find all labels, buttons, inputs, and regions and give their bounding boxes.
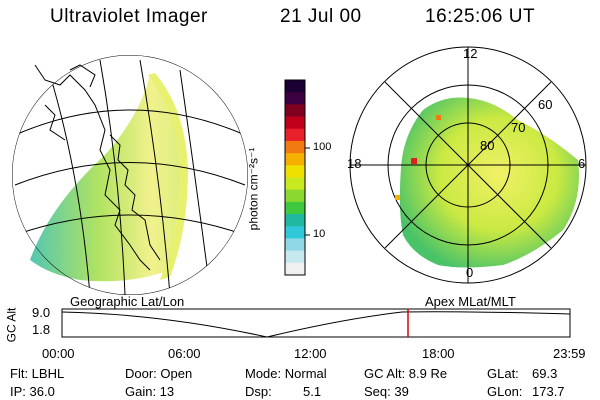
mlt-label-6: 6 [578,156,586,171]
colorbar-tick-10: 10 [313,228,326,240]
colorbar-tick-100: 100 [313,141,332,153]
mode-info: Mode: Normal [245,366,327,381]
x-tick-0600: 06:00 [168,346,201,361]
dsp-label: Dsp: [245,384,272,399]
colorbar-stripe [285,80,305,93]
colorbar-stripe [285,140,305,154]
door-info: Door: Open [125,366,193,381]
gain-info: Gain: 13 [125,384,175,399]
colorbar-stripe [285,116,305,130]
aurora-glow [30,75,183,282]
timeline-y-tick-9: 9.0 [32,305,51,320]
lat-label-80: 80 [480,138,495,153]
x-tick-0000: 00:00 [42,346,75,361]
glat-label: GLat: [487,366,519,381]
colorbar-stripe [285,238,305,252]
colorbar-stripe [285,201,305,215]
color-scale-bar [284,79,310,276]
colorbar-stripe [285,177,305,191]
glon-label: GLon: [487,384,523,399]
timeline-y-tick-1-8: 1.8 [32,322,51,337]
timeline-right-caption: Apex MLat/MLT [425,294,516,309]
x-tick-1200: 12:00 [294,346,327,361]
colorbar-stripe [285,189,305,203]
filter-info: Flt: LBHL [10,366,65,381]
geographic-image [12,55,248,295]
x-tick-1800: 18:00 [422,346,455,361]
lat-label-60: 60 [538,97,553,112]
colorbar-unit-label: photon cm⁻²s⁻¹ [246,147,261,231]
time-label: 16:25:06 UT [425,6,536,27]
mlt-label-12: 12 [463,46,478,61]
dsp-value: 5.1 [303,384,322,399]
lat-label-70: 70 [511,120,526,135]
altitude-curve [61,311,571,338]
colorbar-stripe [285,214,305,227]
colorbar-stripe [285,92,305,105]
aurora-arc [148,73,188,280]
instrument-title: Ultraviolet Imager [50,6,208,27]
x-tick-2359: 23:59 [553,346,586,361]
timeline-left-caption: Geographic Lat/Lon [70,294,185,309]
colorbar-stripe [285,128,305,142]
colorbar-stripe [285,226,305,239]
date-label: 21 Jul 00 [280,6,362,27]
mlt-label-18: 18 [347,156,362,171]
colorbar-stripe [285,250,305,264]
glat-value: 69.3 [532,366,558,381]
colorbar-stripe [285,165,305,178]
glon-value: 173.7 [532,384,565,399]
polar-aurora-region [399,97,579,268]
ip-info: IP: 36.0 [10,384,55,399]
altitude-timeline[interactable] [61,308,572,339]
mlt-label-0: 0 [466,265,474,280]
colorbar-stripe [285,262,305,276]
gc-alt-info: GC Alt: 8.9 Re [364,366,448,381]
seq-info: Seq: 39 [364,384,409,399]
timeline-y-axis-label: GC Alt [4,307,19,343]
colorbar-stripe [285,104,305,118]
colorbar-stripe [285,153,305,166]
polar-plot [349,46,587,284]
